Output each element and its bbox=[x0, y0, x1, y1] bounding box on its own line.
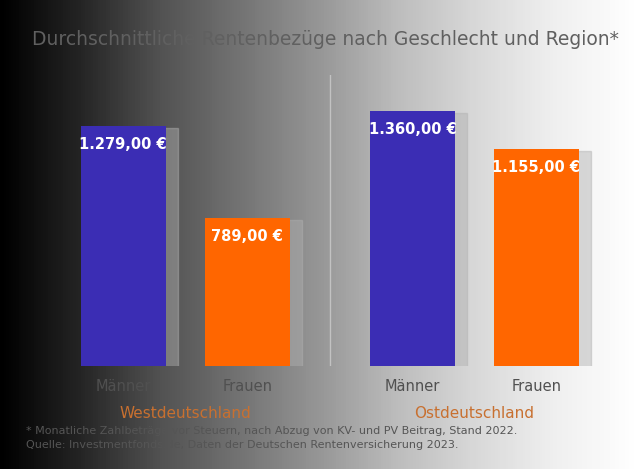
Bar bbox=[370, 111, 455, 366]
Bar bbox=[382, 113, 467, 371]
Bar bbox=[494, 149, 579, 366]
Text: 1.279,00 €: 1.279,00 € bbox=[80, 137, 167, 152]
Bar bbox=[205, 218, 290, 366]
Text: 789,00 €: 789,00 € bbox=[211, 229, 283, 244]
Bar bbox=[93, 128, 178, 371]
Bar bbox=[218, 219, 302, 371]
Bar bbox=[507, 151, 591, 371]
Text: * Monatliche Zahlbeträge vor Steuern, nach Abzug von KV- und PV Beitrag, Stand 2: * Monatliche Zahlbeträge vor Steuern, na… bbox=[26, 426, 517, 436]
Text: 1.360,00 €: 1.360,00 € bbox=[369, 122, 456, 137]
Text: Ostdeutschland: Ostdeutschland bbox=[414, 406, 534, 421]
Text: 1.155,00 €: 1.155,00 € bbox=[493, 160, 581, 175]
Text: Quelle: Investmentfonds.de, Daten der Deutschen Rentenversicherung 2023.: Quelle: Investmentfonds.de, Daten der De… bbox=[26, 440, 458, 450]
Text: Westdeutschland: Westdeutschland bbox=[119, 406, 251, 421]
Text: Durchschnittliche Rentenbezüge nach Geschlecht und Region*: Durchschnittliche Rentenbezüge nach Gesc… bbox=[32, 30, 619, 50]
Bar bbox=[81, 126, 166, 366]
